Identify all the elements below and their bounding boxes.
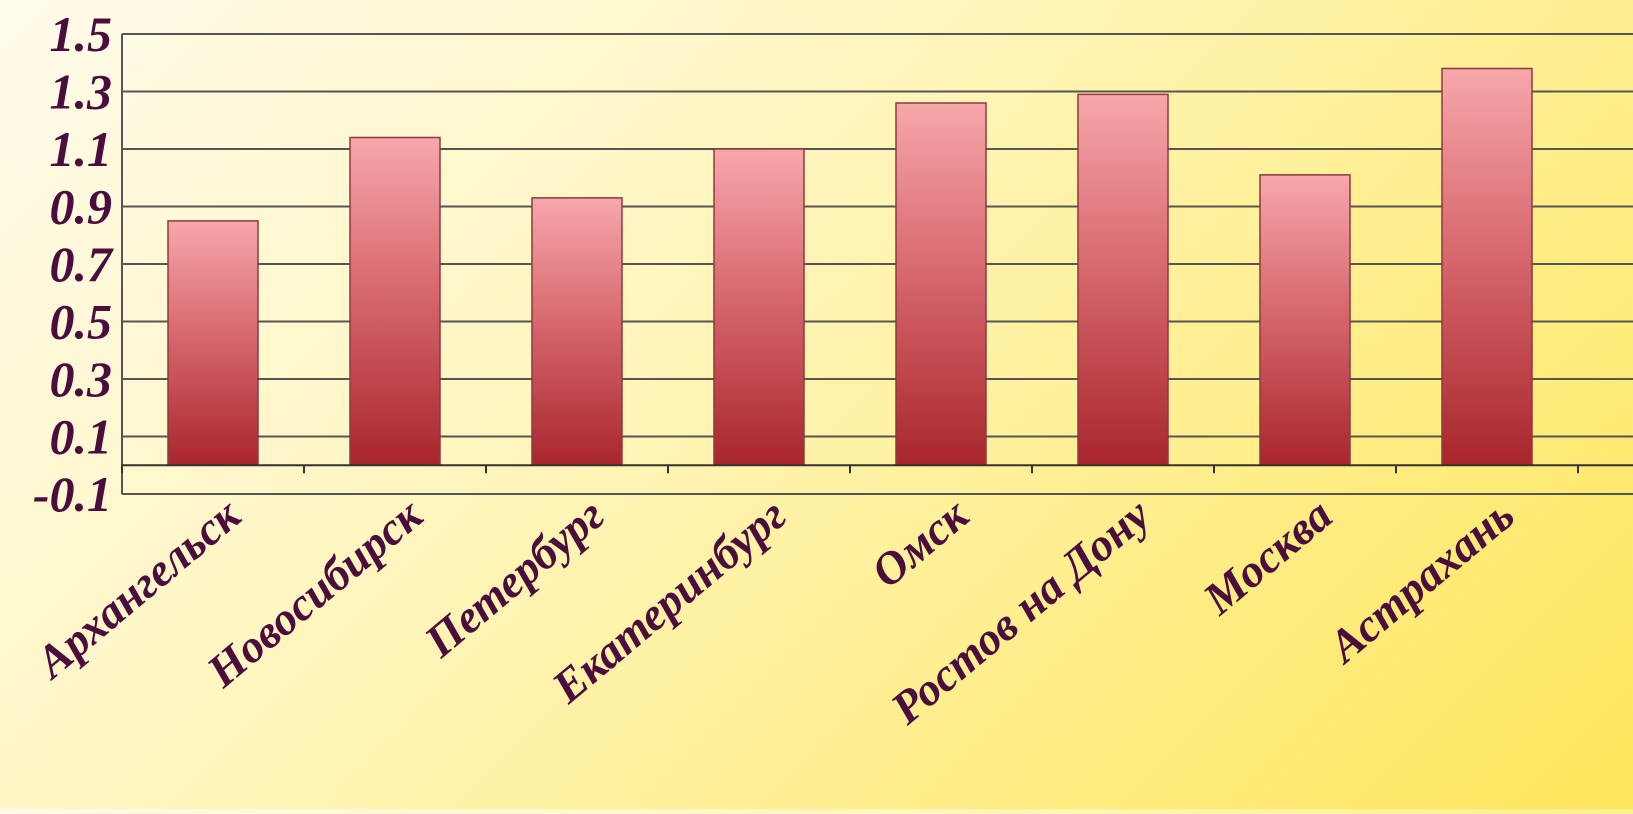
y-tick-label: 0.9 [50, 179, 113, 235]
y-tick-label: 0.7 [50, 236, 115, 292]
bar [531, 197, 623, 466]
bar [1259, 174, 1351, 466]
grid-lines [122, 33, 1633, 495]
y-tick-label: -0.1 [33, 466, 112, 522]
axes [121, 34, 1633, 494]
y-tick-label: 0.3 [50, 351, 113, 407]
y-tick-label: 0.1 [50, 409, 113, 465]
bar [713, 148, 805, 466]
x-tick-label: Астрахань [1317, 489, 1524, 674]
bar [1441, 67, 1533, 466]
y-tick-label: 1.3 [50, 64, 113, 120]
y-tick-label: 1.5 [50, 6, 113, 62]
x-tick-label: Омск [862, 488, 979, 598]
bar [1077, 93, 1169, 466]
y-tick-label: 0.5 [50, 294, 113, 350]
y-tick-labels: 1.51.31.10.90.70.50.30.1-0.1 [33, 6, 114, 522]
bar [167, 220, 259, 466]
bar [895, 102, 987, 466]
y-tick-label: 1.1 [50, 121, 113, 177]
x-tick-labels: АрхангельскНовосибирскПетербургЕкатеринб… [24, 488, 1523, 735]
x-tick-label: Москва [1193, 489, 1342, 625]
bar [349, 136, 441, 466]
bars [167, 67, 1533, 466]
